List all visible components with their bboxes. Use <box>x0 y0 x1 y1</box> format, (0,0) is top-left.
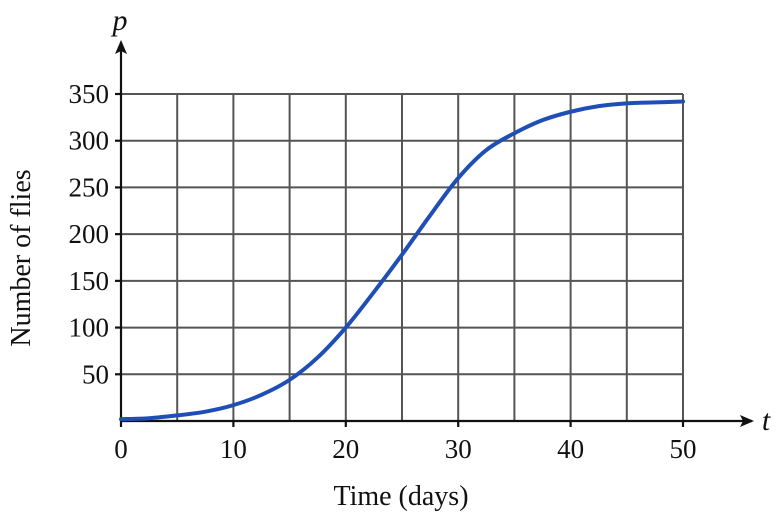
x-tick-label: 0 <box>114 434 128 464</box>
y-axis-title: Number of flies <box>6 169 37 346</box>
labels: Time (days) Number of flies t p 0 10 20 30 4… <box>6 4 771 512</box>
y-tick-label: 200 <box>69 219 110 249</box>
x-tick-label: 40 <box>557 434 584 464</box>
series-layer <box>119 99 685 422</box>
x-tick-label: 20 <box>332 434 359 464</box>
y-tick-label: 50 <box>82 359 109 389</box>
y-tick-label: 150 <box>69 266 110 296</box>
axes <box>115 40 754 427</box>
y-axis-variable: p <box>111 4 128 37</box>
y-tick-label: 300 <box>69 126 110 156</box>
x-tick-label: 30 <box>445 434 472 464</box>
series-line <box>119 99 685 422</box>
y-tick-label: 350 <box>69 79 110 109</box>
x-tick-label: 50 <box>670 434 697 464</box>
x-axis-title: Time (days) <box>333 481 468 512</box>
x-tick-label: 10 <box>220 434 247 464</box>
grid <box>121 93 684 421</box>
x-axis-variable: t <box>762 404 771 437</box>
y-tick-label: 250 <box>69 172 110 202</box>
y-tick-label: 100 <box>69 313 110 343</box>
